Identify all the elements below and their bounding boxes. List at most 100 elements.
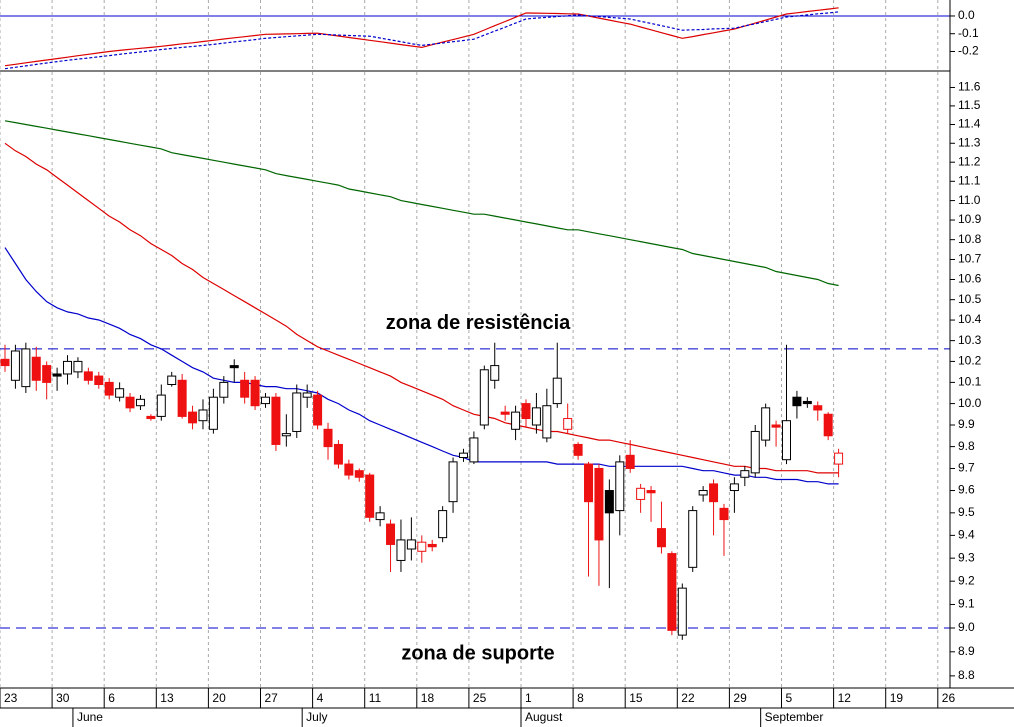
y-tick-label: 9.4 xyxy=(958,528,975,542)
candle-body xyxy=(552,377,562,405)
y-tick-label: 10.6 xyxy=(958,272,982,286)
x-tick-label: 18 xyxy=(421,691,435,705)
month-label: June xyxy=(77,710,103,724)
candle-body xyxy=(646,490,656,494)
y-tick-label: 11.5 xyxy=(958,98,981,112)
candle-body xyxy=(250,379,260,407)
candle-body xyxy=(782,420,791,461)
x-tick-label: 4 xyxy=(317,691,324,705)
candle-body xyxy=(115,388,125,398)
candle-body xyxy=(10,350,20,381)
candle-body xyxy=(240,379,250,398)
y-tick-label: 10.7 xyxy=(958,252,982,266)
y-tick-label: 9.6 xyxy=(958,483,975,497)
y-tick-label: 10.4 xyxy=(958,312,982,326)
candle-body xyxy=(344,463,354,476)
candle-body xyxy=(354,470,364,478)
x-tick-label: 6 xyxy=(108,691,115,705)
y-tick-label: 8.8 xyxy=(958,668,975,682)
y-tick-label: 10.0 xyxy=(958,396,982,410)
candle-body xyxy=(94,375,104,386)
y-tick-label: 9.9 xyxy=(958,417,975,431)
candle-body xyxy=(73,360,83,373)
month-label: August xyxy=(525,710,563,724)
candle-body xyxy=(261,396,270,405)
x-tick-label: 15 xyxy=(629,691,643,705)
candle-body xyxy=(834,452,844,465)
candle-body xyxy=(813,405,823,411)
candle-body xyxy=(292,392,302,432)
y-tick-label: 10.1 xyxy=(958,375,982,389)
candle-body xyxy=(302,392,312,398)
candle-body xyxy=(750,430,760,474)
candle-body xyxy=(104,381,114,396)
candle-body xyxy=(417,541,427,552)
y-tick-label: 11.4 xyxy=(958,117,981,131)
candle-body xyxy=(198,409,208,422)
candle-body xyxy=(771,424,781,428)
y-tick-label: 10.5 xyxy=(958,292,982,306)
candle-body xyxy=(42,365,52,383)
candle-body xyxy=(677,587,687,636)
x-tick-label: 26 xyxy=(942,691,956,705)
candle-body xyxy=(21,348,31,388)
y-tick-label: 11.0 xyxy=(958,193,981,207)
candle-body xyxy=(281,433,291,437)
candle-body xyxy=(365,474,375,518)
y-tick-label: 9.1 xyxy=(958,597,975,611)
candle-body xyxy=(323,428,333,448)
y-tick-label: 10.9 xyxy=(958,212,982,226)
x-tick-label: 1 xyxy=(525,691,532,705)
candle-body xyxy=(427,543,437,548)
y-tick-label: 11.2 xyxy=(958,154,981,168)
candle-body xyxy=(52,373,62,377)
x-tick-label: 19 xyxy=(890,691,904,705)
candle-body xyxy=(31,356,41,381)
y-tick-label: 9.0 xyxy=(958,620,975,634)
candle-body xyxy=(229,365,239,369)
y-tick-label: 11.6 xyxy=(958,80,981,94)
x-tick-label: 23 xyxy=(4,691,18,705)
candle-body xyxy=(511,411,521,430)
candle-body xyxy=(490,365,500,381)
candle-body xyxy=(375,512,385,521)
x-tick-label: 5 xyxy=(786,691,793,705)
series-line xyxy=(4,120,839,287)
candle-body xyxy=(208,396,218,430)
x-tick-label: 13 xyxy=(160,691,174,705)
candle-body xyxy=(625,454,635,469)
candle-body xyxy=(177,379,187,417)
candle-body xyxy=(688,510,698,568)
candle-body xyxy=(271,396,281,445)
x-tick-label: 27 xyxy=(265,691,279,705)
candle-body xyxy=(823,413,833,437)
candle-body xyxy=(573,443,583,456)
candle-body xyxy=(458,452,468,459)
y-tick-label: 9.8 xyxy=(958,439,975,453)
x-tick-label: 30 xyxy=(56,691,70,705)
y-tick-label: 11.1 xyxy=(958,173,981,187)
candle-body xyxy=(698,490,708,496)
y-tick-label: -0.2 xyxy=(958,44,979,58)
x-tick-label: 12 xyxy=(838,691,852,705)
candle-body xyxy=(761,407,771,441)
candle-body xyxy=(438,510,448,539)
y-tick-label: -0.1 xyxy=(958,26,979,40)
candle-body xyxy=(604,490,614,514)
candle-body xyxy=(521,403,531,420)
candle-body xyxy=(188,411,198,424)
candle-body xyxy=(479,369,489,426)
candle-body xyxy=(594,467,604,541)
candle-body xyxy=(313,394,323,426)
x-tick-label: 8 xyxy=(577,691,584,705)
candle-body xyxy=(146,415,156,420)
candle-body xyxy=(219,381,229,398)
candle-body xyxy=(656,528,666,548)
month-label: July xyxy=(306,710,327,724)
candle-body xyxy=(531,407,541,426)
annotation: zona de resistência xyxy=(386,312,571,334)
candle-body xyxy=(729,483,739,492)
